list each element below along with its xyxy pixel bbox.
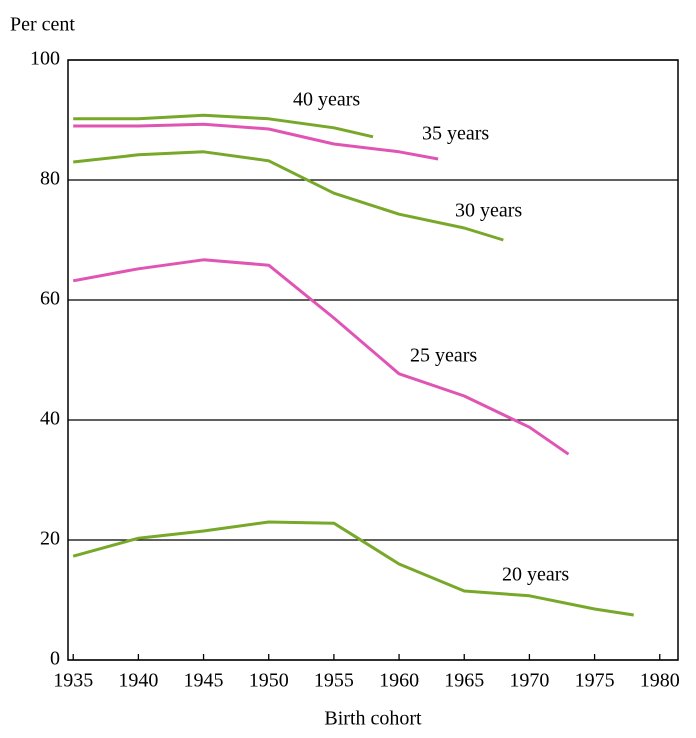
x-tick-label: 1975 [575, 670, 615, 692]
x-tick-label: 1965 [444, 670, 484, 692]
y-tick-label: 80 [40, 168, 60, 190]
series-line [72, 258, 570, 456]
plot-frame [67, 59, 679, 661]
series-line [73, 122, 439, 161]
x-tick-label: 1935 [53, 670, 93, 692]
y-tick-label: 100 [30, 48, 60, 70]
x-tick-label: 1950 [249, 670, 289, 692]
y-tick-label: 40 [40, 408, 60, 430]
x-tick-label: 1945 [184, 670, 224, 692]
series-line [73, 113, 374, 139]
series-label: 40 years [293, 89, 360, 111]
series-line [73, 150, 504, 242]
x-tick-label: 1970 [509, 670, 549, 692]
x-tick-label: 1960 [379, 670, 419, 692]
y-axis-title: Per cent [10, 14, 75, 36]
series-label: 35 years [422, 123, 489, 145]
y-tick-label: 20 [40, 528, 60, 550]
x-tick-label: 1940 [118, 670, 158, 692]
series-label: 20 years [502, 564, 569, 586]
series-label: 25 years [410, 345, 477, 367]
y-tick-label: 0 [50, 648, 60, 670]
y-tick-label: 60 [40, 288, 60, 310]
x-tick-label: 1980 [640, 670, 680, 692]
x-axis-title: Birth cohort [324, 708, 422, 730]
series-line [72, 520, 634, 617]
series-label: 30 years [455, 200, 522, 222]
x-tick-label: 1955 [314, 670, 354, 692]
